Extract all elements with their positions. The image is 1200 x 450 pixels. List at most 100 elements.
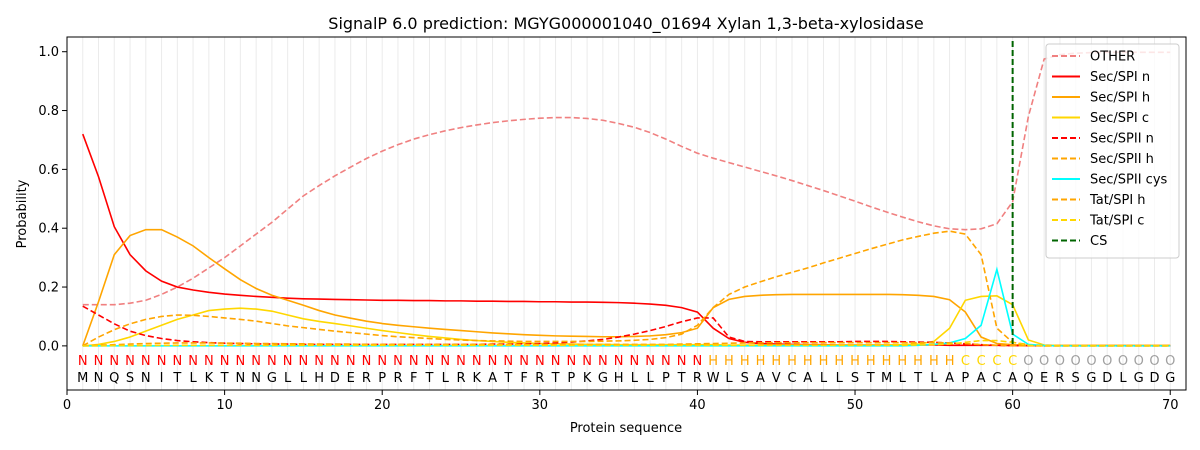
region-letter: N [220, 354, 230, 369]
legend-label: Sec/SPI c [1090, 111, 1149, 126]
legend-label: Sec/SPI n [1090, 70, 1150, 85]
region-letter: O [1071, 354, 1081, 369]
region-letter: O [1102, 354, 1112, 369]
residue-letter: S [126, 371, 134, 386]
residue-letter: K [205, 371, 214, 386]
residue-letter: C [992, 371, 1001, 386]
region-letter: N [425, 354, 435, 369]
region-letter: N [393, 354, 403, 369]
x-axis-label: Protein sequence [570, 421, 682, 436]
residue-letter: T [677, 371, 686, 386]
x-tick-label: 20 [374, 398, 391, 413]
residue-letter: Q [109, 371, 119, 386]
residue-letter: G [1086, 371, 1096, 386]
residue-letter: G [1134, 371, 1144, 386]
residue-letter: P [662, 371, 670, 386]
chart-title: SignalP 6.0 prediction: MGYG000001040_01… [328, 14, 923, 34]
residue-letter: T [503, 371, 512, 386]
region-letter: N [204, 354, 214, 369]
region-letter: N [614, 354, 624, 369]
region-letter: N [346, 354, 356, 369]
residue-letter: L [647, 371, 655, 386]
region-letter: N [283, 354, 293, 369]
region-letter: O [1134, 354, 1144, 369]
residue-letter: V [772, 371, 781, 386]
region-letter: O [1039, 354, 1049, 369]
residue-letter: L [836, 371, 844, 386]
residue-letter: I [160, 371, 164, 386]
residue-letter: N [94, 371, 104, 386]
residue-letter: E [347, 371, 355, 386]
residue-letter: R [535, 371, 544, 386]
residue-letter: W [707, 371, 720, 386]
x-tick-label: 60 [1004, 398, 1021, 413]
region-letter: N [330, 354, 340, 369]
residue-letter: T [866, 371, 875, 386]
region-letter: H [787, 354, 797, 369]
residue-letter: R [393, 371, 402, 386]
residue-letter: G [267, 371, 277, 386]
residue-letter: H [614, 371, 624, 386]
residue-letter: L [442, 371, 450, 386]
region-letter: N [456, 354, 466, 369]
region-letter: N [661, 354, 671, 369]
residue-letter: P [961, 371, 969, 386]
region-letter: C [1008, 354, 1017, 369]
residue-letter: R [456, 371, 465, 386]
residue-letter: S [1072, 371, 1080, 386]
residue-letter: P [378, 371, 386, 386]
region-letter: C [992, 354, 1001, 369]
region-letter: N [488, 354, 498, 369]
series-line-sec-spi-h [82, 228, 1171, 347]
residue-letter: R [693, 371, 702, 386]
series-line-tat-spi-h [82, 341, 1171, 347]
legend-label: Tat/SPI h [1089, 193, 1146, 208]
series-lines [82, 51, 1171, 347]
y-tick-label: 0.0 [38, 339, 59, 354]
region-letter: N [94, 354, 104, 369]
region-letter: N [251, 354, 261, 369]
region-letter: H [850, 354, 860, 369]
residue-letter: L [189, 371, 197, 386]
region-letter: N [677, 354, 687, 369]
sequence-annotation: NMNNNQNSNNNINTNLNKNTNNNNNGNLNLNHNDNENRNP… [77, 354, 1175, 386]
legend-label: Sec/SPII h [1090, 152, 1154, 167]
residue-letter: N [251, 371, 261, 386]
legend-label: CS [1090, 234, 1107, 249]
residue-letter: A [945, 371, 954, 386]
region-letter: H [929, 354, 939, 369]
region-letter: N [188, 354, 198, 369]
region-letter: N [267, 354, 277, 369]
legend-label: Sec/SPI h [1090, 91, 1150, 106]
legend: OTHER Sec/SPI n Sec/SPI h Sec/SPI c Sec/SPII… [1045, 43, 1180, 259]
region-letter: C [977, 354, 986, 369]
residue-letter: L [820, 371, 828, 386]
residue-letter: S [851, 371, 859, 386]
y-tick-label: 1.0 [38, 45, 59, 60]
residue-letter: L [725, 371, 733, 386]
residue-letter: R [362, 371, 371, 386]
x-tick-label: 70 [1162, 398, 1179, 413]
residue-letter: T [913, 371, 922, 386]
residue-letter: M [881, 371, 892, 386]
region-letter: O [1149, 354, 1159, 369]
residue-letter: A [1008, 371, 1017, 386]
region-letter: H [724, 354, 734, 369]
x-tick-label: 50 [847, 398, 864, 413]
y-tick-label: 0.4 [38, 222, 59, 237]
residue-letter: A [488, 371, 497, 386]
region-letter: N [582, 354, 592, 369]
residue-letter: T [172, 371, 181, 386]
residue-letter: A [803, 371, 812, 386]
residue-letter: T [220, 371, 229, 386]
region-letter: H [882, 354, 892, 369]
region-letter: N [598, 354, 608, 369]
legend-label: Sec/SPII cys [1090, 173, 1168, 188]
region-letter: N [551, 354, 561, 369]
region-letter: O [1118, 354, 1128, 369]
residue-letter: E [1040, 371, 1048, 386]
y-tick-label: 0.8 [38, 104, 59, 119]
region-letter: O [1055, 354, 1065, 369]
